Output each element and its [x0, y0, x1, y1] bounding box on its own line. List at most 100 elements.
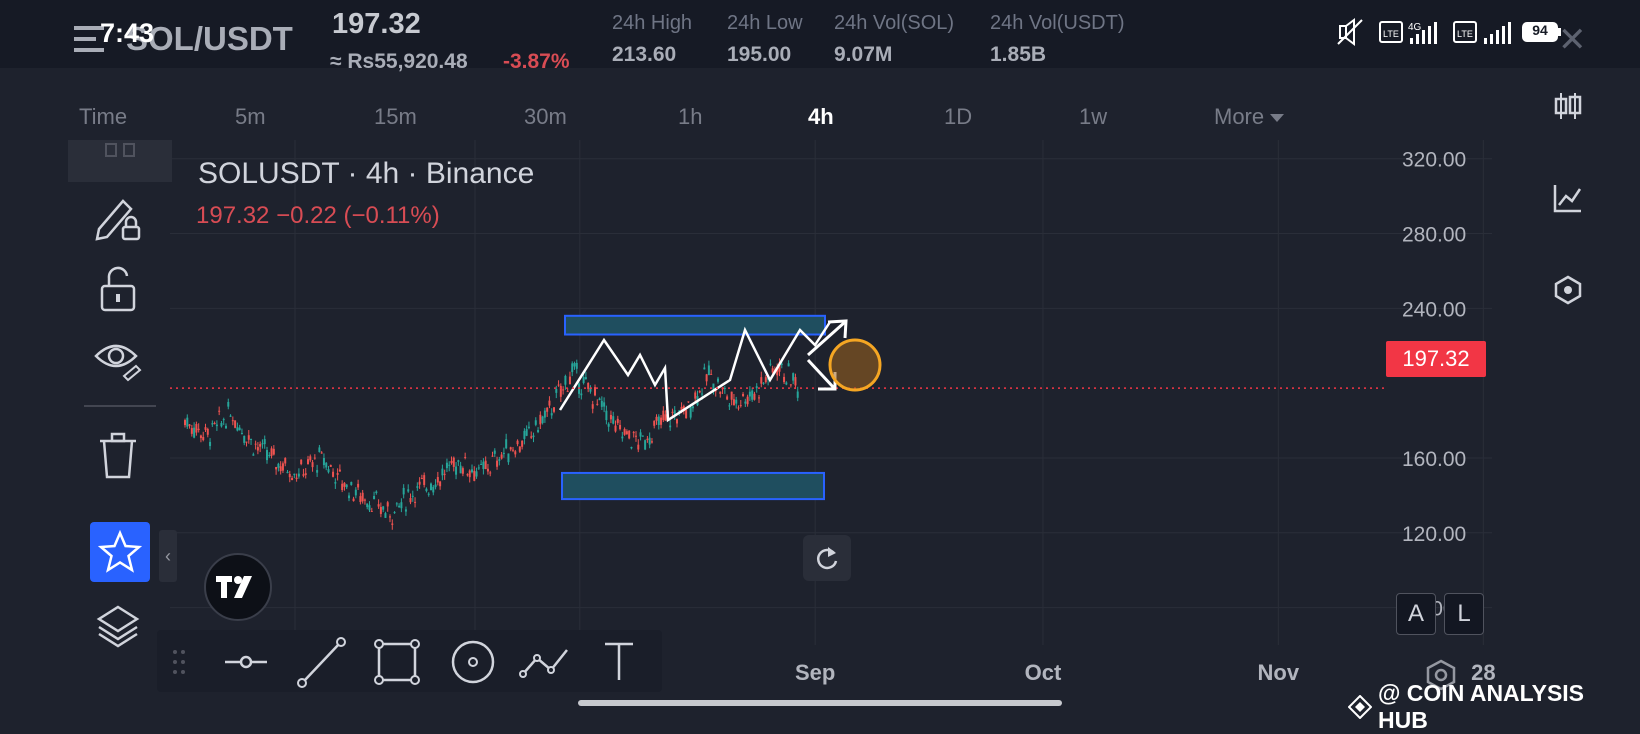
candle-body	[430, 483, 432, 491]
auto-scale-button[interactable]: A	[1396, 593, 1436, 635]
close-icon[interactable]: ✕	[1558, 21, 1587, 59]
candle-body	[753, 393, 756, 400]
arrow-up-line	[807, 320, 846, 357]
horizontal-line-tool[interactable]	[217, 636, 273, 688]
candle-body	[382, 506, 385, 510]
trend-line-icon	[297, 637, 346, 688]
candle-body	[195, 423, 198, 433]
candle-body	[575, 362, 578, 369]
candle-body	[400, 502, 403, 509]
candle-body	[225, 425, 227, 429]
settings-button[interactable]	[1548, 270, 1588, 310]
candle-body	[318, 447, 321, 453]
candle-body	[559, 385, 562, 397]
candle-body	[457, 460, 460, 462]
header-bar	[0, 0, 1640, 68]
menu-icon[interactable]	[74, 26, 108, 59]
candle-body	[277, 463, 280, 468]
collapse-toolbar-button[interactable]: ‹	[159, 530, 177, 582]
tab-time[interactable]: Time	[79, 104, 128, 129]
candle-body	[719, 391, 722, 394]
delete-button[interactable]	[90, 428, 146, 484]
status-icons: LTE 4G LTE	[1336, 18, 1576, 53]
candle-body	[553, 407, 555, 412]
candle-body	[664, 414, 667, 421]
path-tool[interactable]	[520, 636, 580, 688]
candle-body	[366, 503, 369, 508]
candle-body	[468, 470, 471, 478]
candle-body	[502, 452, 505, 454]
draw-lock-button[interactable]	[90, 190, 146, 246]
tab-1d[interactable]: 1D	[944, 104, 973, 129]
candle-body	[571, 363, 574, 373]
candle-body	[680, 406, 683, 412]
candle-body	[637, 444, 640, 450]
candle-body	[243, 435, 246, 443]
candle-body	[327, 469, 330, 473]
candle-body	[204, 427, 207, 430]
log-scale-button[interactable]: L	[1444, 593, 1484, 635]
candle-body	[379, 507, 382, 514]
layers-button[interactable]	[90, 598, 146, 654]
rectangle-tool[interactable]	[369, 636, 425, 688]
favorite-button[interactable]	[90, 522, 150, 582]
chevron-left-icon: ‹	[165, 545, 171, 566]
candle-body	[505, 439, 508, 449]
trend-line-tool[interactable]	[292, 636, 348, 688]
candle-body	[523, 430, 526, 439]
candle-body	[473, 470, 476, 481]
candle-body	[295, 477, 298, 479]
indicators-button[interactable]	[1548, 178, 1588, 218]
candle-body	[247, 435, 250, 440]
visibility-button[interactable]	[90, 332, 146, 388]
toolbar-top-item[interactable]	[68, 140, 172, 182]
stat-low-label: 24h Low	[727, 12, 803, 34]
candle-body	[266, 450, 268, 461]
home-indicator[interactable]	[578, 700, 1062, 706]
candle-body	[270, 448, 273, 456]
resistance-zone	[564, 314, 826, 336]
candle-body	[623, 428, 626, 435]
tab-more[interactable]: More	[1214, 104, 1285, 130]
chart-settings-icon[interactable]	[1424, 658, 1458, 697]
candle-body	[218, 410, 221, 412]
candle-body	[466, 474, 469, 476]
tab-1h[interactable]: 1h	[678, 104, 703, 129]
candle-body	[238, 427, 241, 431]
tab-30m[interactable]: 30m	[524, 104, 567, 129]
svg-text:LTE: LTE	[1383, 29, 1399, 39]
tab-5m[interactable]: 5m	[235, 104, 266, 129]
tab-4h[interactable]: 4h	[808, 104, 834, 129]
x-tick-label: Nov	[1258, 660, 1300, 685]
candle-body	[398, 505, 401, 508]
candle-body	[748, 391, 751, 397]
hexagon-settings-icon	[1554, 275, 1582, 305]
candle-body	[764, 377, 767, 383]
pair-title[interactable]: SOL/USDT	[126, 20, 293, 57]
text-tool-icon	[605, 642, 633, 680]
refresh-icon	[816, 547, 838, 570]
volte-icon: LTE	[1379, 21, 1403, 43]
candle-body	[445, 462, 448, 469]
candle-body	[350, 482, 353, 485]
current-price-tag: 197.32	[1386, 341, 1486, 377]
battery-level: 94	[1532, 22, 1548, 38]
candle-body	[639, 432, 642, 437]
x-tick-label: Sep	[795, 660, 835, 685]
lock-button[interactable]	[90, 262, 146, 318]
circle-tool[interactable]	[445, 636, 501, 688]
tradingview-logo[interactable]	[204, 553, 272, 621]
candle-body	[760, 377, 763, 384]
candle-body	[231, 420, 234, 422]
candle-body	[498, 459, 501, 461]
candle-body	[432, 486, 435, 493]
reset-chart-button[interactable]	[803, 535, 851, 581]
stat-vol-usdt-value: 1.85B	[990, 43, 1047, 66]
tab-15m[interactable]: 15m	[374, 104, 417, 129]
tab-1w[interactable]: 1w	[1079, 104, 1108, 129]
watermark-text: @ COIN ANALYSIS HUB	[1377, 680, 1585, 733]
text-tool[interactable]	[597, 636, 651, 688]
candle-body	[441, 468, 444, 476]
chart-type-button[interactable]	[1548, 86, 1588, 126]
candle-body	[566, 390, 569, 392]
